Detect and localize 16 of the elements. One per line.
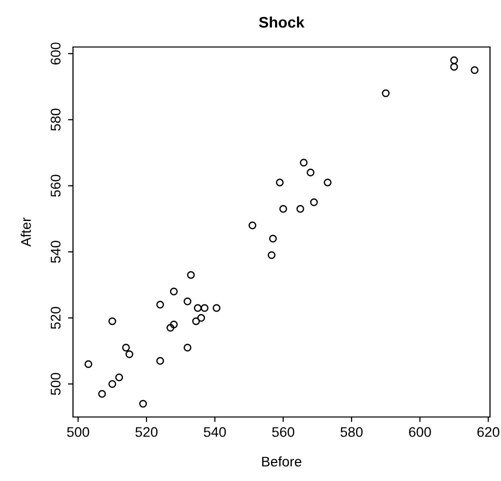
x-tick-label: 540 (204, 427, 226, 437)
x-tick-label: 600 (409, 427, 431, 437)
x-tick-label: 500 (67, 427, 90, 437)
y-tick-label: 500 (50, 372, 61, 395)
chart-title: Shock (259, 16, 304, 28)
y-tick-label: 520 (50, 306, 61, 329)
x-tick-label: 620 (477, 427, 500, 437)
x-tick-label: 520 (135, 427, 158, 437)
y-tick-label: 600 (50, 42, 61, 64)
x-axis-title: Before (262, 456, 302, 467)
y-tick-label: 560 (50, 174, 61, 197)
y-tick-label: 540 (50, 240, 61, 263)
y-tick-label: 580 (50, 108, 61, 131)
x-tick-label: 580 (340, 427, 363, 437)
y-axis-title: After (20, 218, 31, 247)
x-tick-label: 560 (272, 427, 294, 437)
